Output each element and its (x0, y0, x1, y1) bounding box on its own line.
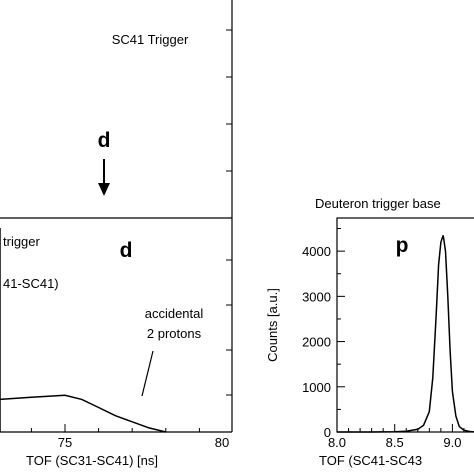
x-tick-label: 75 (58, 435, 72, 450)
x-tick-label: 9.0 (443, 435, 461, 450)
bottom-left-tick-labels: 65707580 (58, 435, 229, 450)
x-tick-label: 80 (215, 435, 229, 450)
top-panel: SC41 Trigger d (98, 0, 233, 218)
y-tick-label: 1000 (302, 380, 331, 395)
top-panel-ticks (226, 29, 232, 172)
down-arrow (98, 159, 110, 196)
top-peak-label: d (98, 129, 111, 152)
series-line-tof-sc31-sc41 (0, 228, 166, 433)
y-tick-label: 4000 (302, 244, 331, 259)
bottom-right-ticks (336, 228, 465, 433)
bottom-left-tof-label: 41-SC41) (3, 276, 59, 291)
x-tick-label: 8.5 (386, 435, 404, 450)
bottom-right-title: Deuteron trigger base (315, 196, 441, 211)
series-line-tof-sc41-sc43 (337, 235, 474, 433)
bottom-left-panel: 65707580 TOF (SC31-SC41) [ns] trigger 41… (0, 217, 233, 468)
bottom-right-x-label: TOF (SC41-SC43 (319, 453, 422, 468)
bottom-right-y-label: Counts [a.u.] (265, 288, 280, 362)
bottom-left-x-label: TOF (SC31-SC41) [ns] (26, 453, 158, 468)
bottom-left-trigger-label: trigger (3, 234, 41, 249)
x-tick-label: 8.0 (328, 435, 346, 450)
accidental-pointer (141, 350, 154, 397)
y-tick-label: 2000 (302, 335, 331, 350)
bottom-right-panel: Deuteron trigger base 8.08.59.09.0100020… (265, 196, 474, 468)
bottom-left-peak-label: d (120, 239, 133, 262)
y-tick-label: 0 (324, 425, 331, 440)
accidental-label-line2: 2 protons (147, 326, 202, 341)
top-trigger-label: SC41 Trigger (112, 32, 189, 47)
bottom-left-ticks (30, 259, 232, 432)
bottom-right-peak-label: p (396, 234, 409, 257)
y-tick-label: 3000 (302, 289, 331, 304)
bottom-right-frame (336, 217, 474, 433)
accidental-label-line1: accidental (145, 306, 204, 321)
